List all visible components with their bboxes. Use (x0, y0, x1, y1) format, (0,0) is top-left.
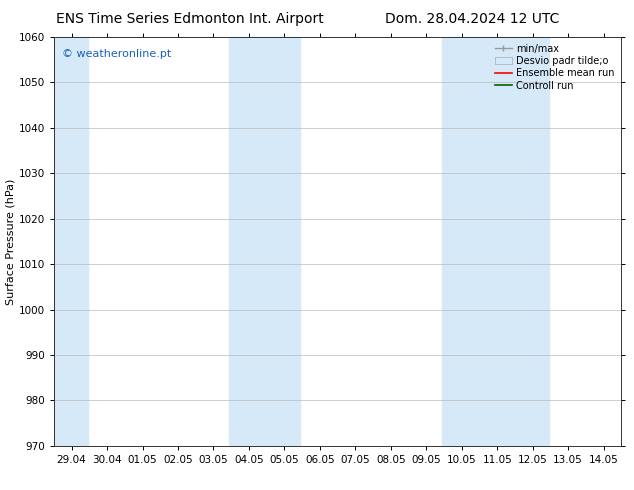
Legend: min/max, Desvio padr tilde;o, Ensemble mean run, Controll run: min/max, Desvio padr tilde;o, Ensemble m… (493, 42, 616, 93)
Text: © weatheronline.pt: © weatheronline.pt (62, 49, 172, 59)
Bar (443, 37, 548, 446)
Text: Dom. 28.04.2024 12 UTC: Dom. 28.04.2024 12 UTC (385, 12, 560, 26)
Y-axis label: Surface Pressure (hPa): Surface Pressure (hPa) (6, 178, 16, 304)
Bar (230, 37, 301, 446)
Bar (54, 37, 87, 446)
Text: ENS Time Series Edmonton Int. Airport: ENS Time Series Edmonton Int. Airport (56, 12, 324, 26)
